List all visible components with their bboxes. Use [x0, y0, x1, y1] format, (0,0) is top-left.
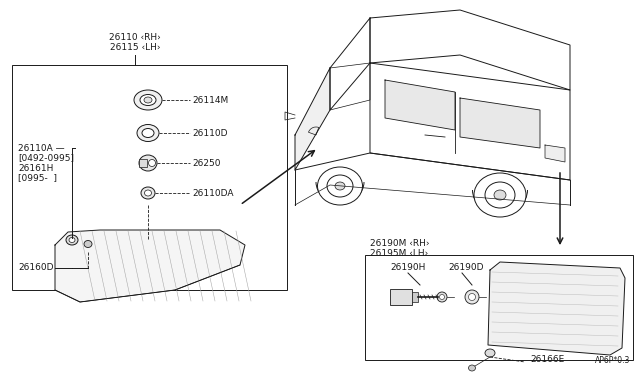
Bar: [139, 159, 147, 167]
Ellipse shape: [465, 290, 479, 304]
Ellipse shape: [317, 167, 362, 205]
Ellipse shape: [494, 190, 506, 200]
Ellipse shape: [485, 349, 495, 357]
Text: 26190M ‹RH›: 26190M ‹RH›: [370, 239, 429, 248]
Text: 26161H: 26161H: [18, 164, 53, 173]
Text: 26115 ‹LH›: 26115 ‹LH›: [109, 43, 160, 52]
Ellipse shape: [468, 294, 476, 301]
Ellipse shape: [144, 97, 152, 103]
Text: 26110DA: 26110DA: [192, 189, 234, 198]
Polygon shape: [55, 230, 245, 302]
Ellipse shape: [142, 128, 154, 138]
Text: AP6P*0.3: AP6P*0.3: [595, 356, 630, 365]
Text: 26114M: 26114M: [192, 96, 228, 105]
Ellipse shape: [335, 182, 345, 190]
Ellipse shape: [327, 175, 353, 197]
Ellipse shape: [137, 125, 159, 141]
Polygon shape: [385, 80, 455, 130]
Ellipse shape: [134, 90, 162, 110]
Text: [0492-0995]: [0492-0995]: [18, 154, 74, 163]
Bar: [365, 255, 633, 360]
Text: 26166E: 26166E: [530, 355, 564, 364]
Ellipse shape: [468, 365, 476, 371]
Ellipse shape: [148, 160, 156, 167]
Ellipse shape: [145, 190, 152, 196]
Ellipse shape: [437, 292, 447, 302]
Text: 26110 ‹RH›: 26110 ‹RH›: [109, 33, 161, 42]
Bar: [390, 289, 412, 305]
Polygon shape: [330, 18, 370, 110]
Text: 26250: 26250: [192, 158, 221, 167]
Ellipse shape: [84, 241, 92, 247]
Text: 26160D: 26160D: [18, 263, 54, 273]
Ellipse shape: [141, 187, 155, 199]
Bar: [412, 292, 418, 302]
Text: 26190H: 26190H: [390, 263, 426, 272]
Ellipse shape: [140, 94, 156, 106]
Text: 26195M ‹LH›: 26195M ‹LH›: [370, 249, 428, 258]
Ellipse shape: [66, 235, 78, 245]
Wedge shape: [308, 127, 319, 135]
Polygon shape: [295, 68, 330, 170]
Polygon shape: [545, 145, 565, 162]
Polygon shape: [370, 10, 570, 90]
Text: 26110A —: 26110A —: [18, 144, 65, 153]
Bar: [12, 65, 287, 290]
Ellipse shape: [485, 182, 515, 208]
Polygon shape: [460, 98, 540, 148]
Text: 26110D: 26110D: [192, 128, 227, 138]
Text: 26190D: 26190D: [448, 263, 483, 272]
Ellipse shape: [139, 155, 157, 171]
Ellipse shape: [440, 295, 445, 299]
Polygon shape: [370, 63, 570, 180]
Ellipse shape: [69, 237, 75, 243]
Ellipse shape: [474, 173, 526, 217]
Text: [0995-  ]: [0995- ]: [18, 173, 57, 183]
Polygon shape: [488, 262, 625, 355]
